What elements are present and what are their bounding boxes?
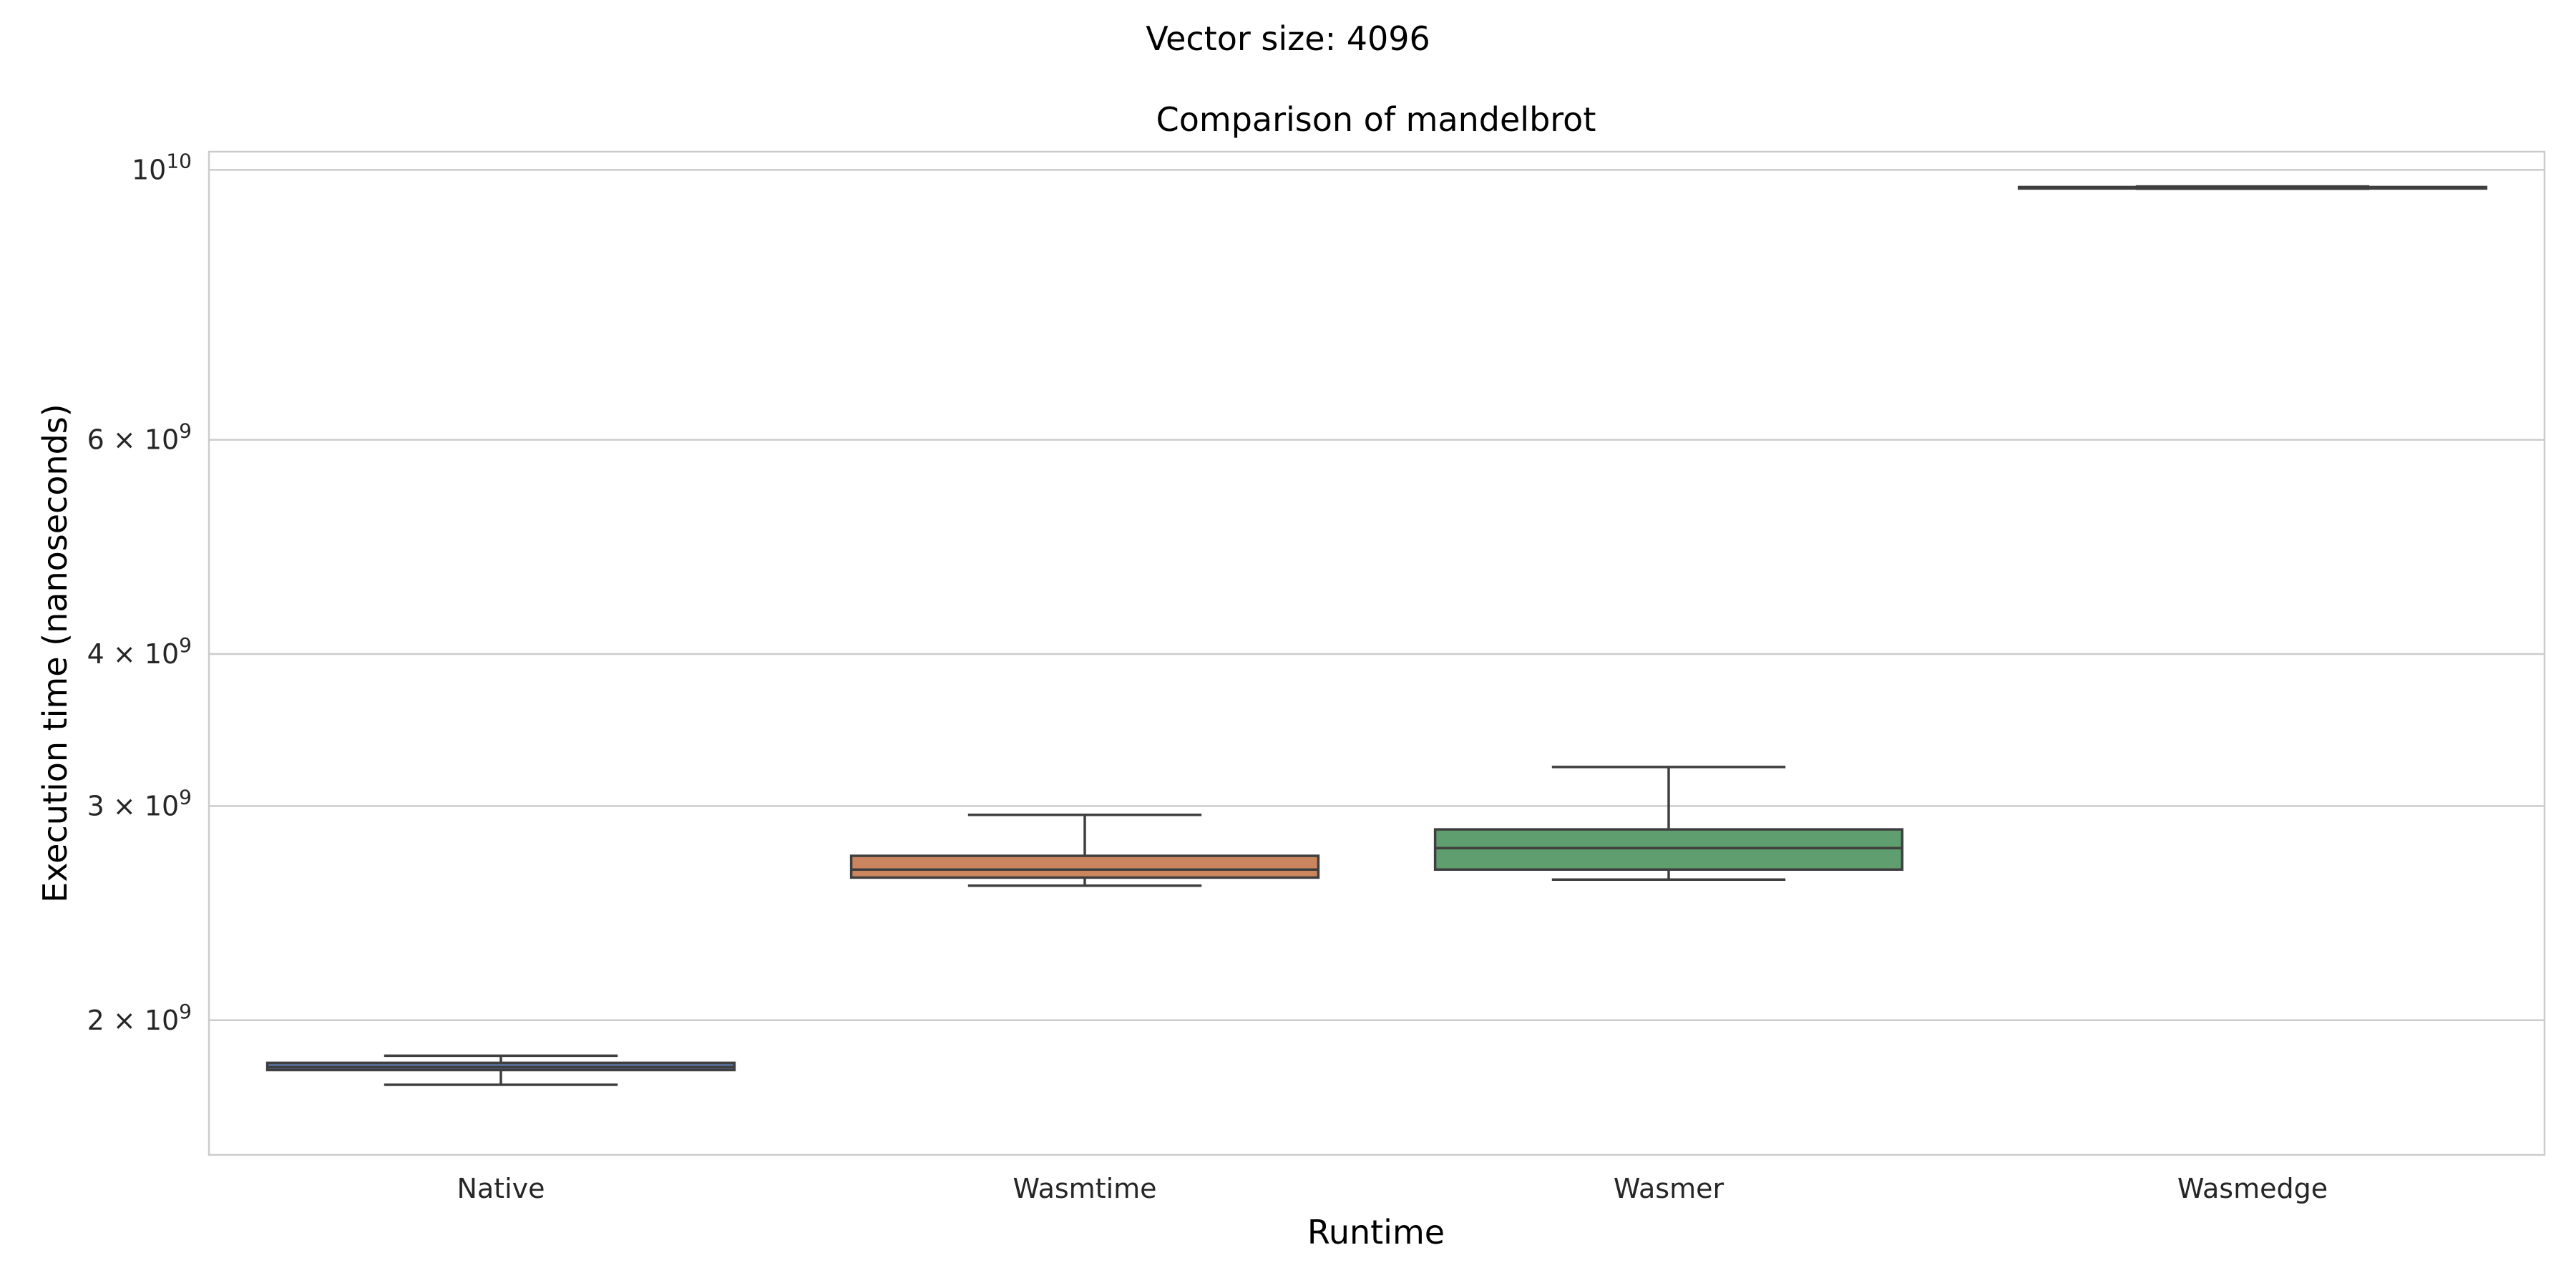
grid-lines xyxy=(209,169,2545,1022)
x-tick-label: Wasmer xyxy=(1614,1173,1724,1204)
y-axis-ticks: 2 × 109 3 × 109 4 × 109 6 × 109 1010 xyxy=(87,149,192,1035)
y-tick-label: 3 × 109 xyxy=(87,785,192,821)
x-tick-label: Wasmtime xyxy=(1013,1173,1156,1204)
x-tick-label: Wasmedge xyxy=(2177,1173,2328,1204)
box-iqr xyxy=(1433,828,1904,871)
y-tick-label: 1010 xyxy=(132,149,192,185)
chart-title: Comparison of mandelbrot xyxy=(1156,100,1596,139)
box-group-native xyxy=(265,1054,736,1086)
y-axis-label: Execution time (nanoseconds) xyxy=(36,404,74,902)
box-group-wasmer xyxy=(1433,766,1904,881)
x-axis-ticks: Native Wasmtime Wasmer Wasmedge xyxy=(457,1173,2328,1204)
box-plot-series xyxy=(265,185,2488,1086)
box-group-wasmtime xyxy=(849,814,1320,887)
box-group-wasmedge xyxy=(2017,185,2488,190)
figure-suptitle: Vector size: 4096 xyxy=(1146,19,1430,58)
y-tick-label: 4 × 109 xyxy=(87,633,192,670)
y-tick-label: 2 × 109 xyxy=(87,1000,192,1036)
box-iqr xyxy=(849,854,1320,879)
x-axis-label: Runtime xyxy=(1307,1213,1445,1252)
y-tick-label: 6 × 109 xyxy=(87,419,192,456)
x-tick-label: Native xyxy=(457,1173,545,1204)
plot-area-frame xyxy=(208,150,2546,1156)
